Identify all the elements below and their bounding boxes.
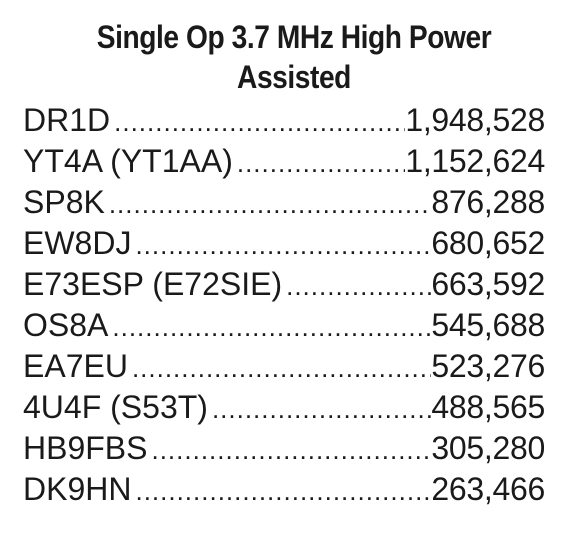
result-row: OS8A 545,688: [23, 305, 545, 346]
callsign: SP8K: [23, 182, 109, 223]
dot-leader: [135, 225, 431, 264]
score: 680,652: [431, 225, 545, 261]
result-row: DR1D 1,948,528: [23, 100, 545, 141]
category-title-line-2: Assisted: [237, 59, 351, 95]
dot-leader: [286, 266, 431, 305]
callsign: 4U4F (S53T): [23, 387, 212, 428]
score: 305,280: [431, 430, 545, 466]
result-row: HB9FBS 305,280: [23, 428, 545, 469]
result-row: 4U4F (S53T) 488,565: [23, 387, 545, 428]
score: 876,288: [431, 184, 545, 220]
score: 545,688: [431, 307, 545, 343]
callsign: E73ESP (E72SIE): [23, 264, 287, 305]
results-list: DR1D 1,948,528 YT4A (YT1AA) 1,152,624 SP…: [23, 100, 545, 510]
dot-leader: [112, 307, 431, 346]
result-row: YT4A (YT1AA) 1,152,624: [23, 141, 545, 182]
result-row: DK9HN 263,466: [23, 469, 545, 510]
callsign: DR1D: [23, 100, 115, 141]
category-title-line-1: Single Op 3.7 MHz High Power: [96, 19, 492, 55]
callsign: HB9FBS: [23, 428, 152, 469]
callsign: EA7EU: [23, 346, 132, 387]
score: 1,152,624: [405, 143, 545, 179]
score: 663,592: [431, 266, 545, 302]
score: 523,276: [431, 348, 545, 384]
result-row: EW8DJ 680,652: [23, 223, 545, 264]
callsign: OS8A: [23, 305, 113, 346]
dot-leader: [151, 430, 431, 469]
result-row: E73ESP (E72SIE) 663,592: [23, 264, 545, 305]
dot-leader: [212, 389, 431, 428]
callsign: EW8DJ: [23, 223, 136, 264]
result-row: SP8K 876,288: [23, 182, 545, 223]
dot-leader: [114, 102, 405, 141]
dot-leader: [237, 143, 405, 182]
result-row: EA7EU 523,276: [23, 346, 545, 387]
dot-leader: [109, 184, 432, 223]
score: 263,466: [431, 471, 545, 507]
score: 488,565: [431, 389, 545, 425]
dot-leader: [135, 471, 431, 510]
callsign: YT4A (YT1AA): [23, 141, 237, 182]
dot-leader: [132, 348, 431, 387]
callsign: DK9HN: [23, 469, 136, 510]
score: 1,948,528: [405, 102, 545, 138]
